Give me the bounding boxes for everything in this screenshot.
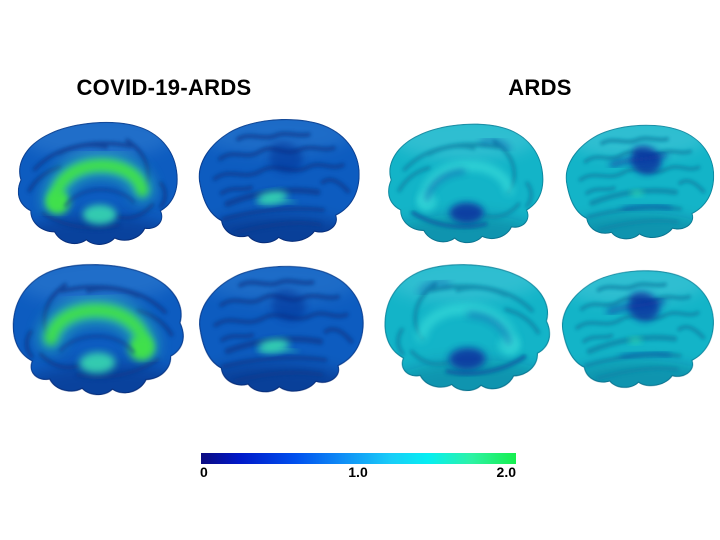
colorbar-tick-min: 0 xyxy=(200,464,208,480)
brain-surface-render xyxy=(549,251,720,406)
brain-surface-render xyxy=(186,110,366,250)
colorbar-tick-max: 2.0 xyxy=(496,464,516,480)
brain-covid-lateral-bottom xyxy=(184,250,372,407)
brain-covid-medial-bottom xyxy=(1,251,196,408)
brain-surface-render xyxy=(374,251,563,403)
panel-title-covid: COVID-19-ARDS xyxy=(76,75,252,100)
colorbar-gradient xyxy=(201,453,516,464)
brain-surface-render xyxy=(184,250,372,407)
brain-ards-medial-bottom xyxy=(374,251,563,403)
brain-covid-medial-top xyxy=(8,114,186,252)
panel-title-ards: ARDS xyxy=(508,75,572,100)
brain-surface-render xyxy=(378,116,552,250)
brain-covid-lateral-top xyxy=(186,110,366,250)
colorbar-tick-mid: 1.0 xyxy=(348,464,368,480)
brain-ards-lateral-bottom xyxy=(549,251,720,406)
brain-surface-render xyxy=(1,251,196,408)
brain-surface-render xyxy=(554,110,720,252)
brain-ards-lateral-top xyxy=(554,110,720,252)
brain-surface-render xyxy=(8,114,186,252)
brain-ards-medial-top xyxy=(378,116,552,250)
